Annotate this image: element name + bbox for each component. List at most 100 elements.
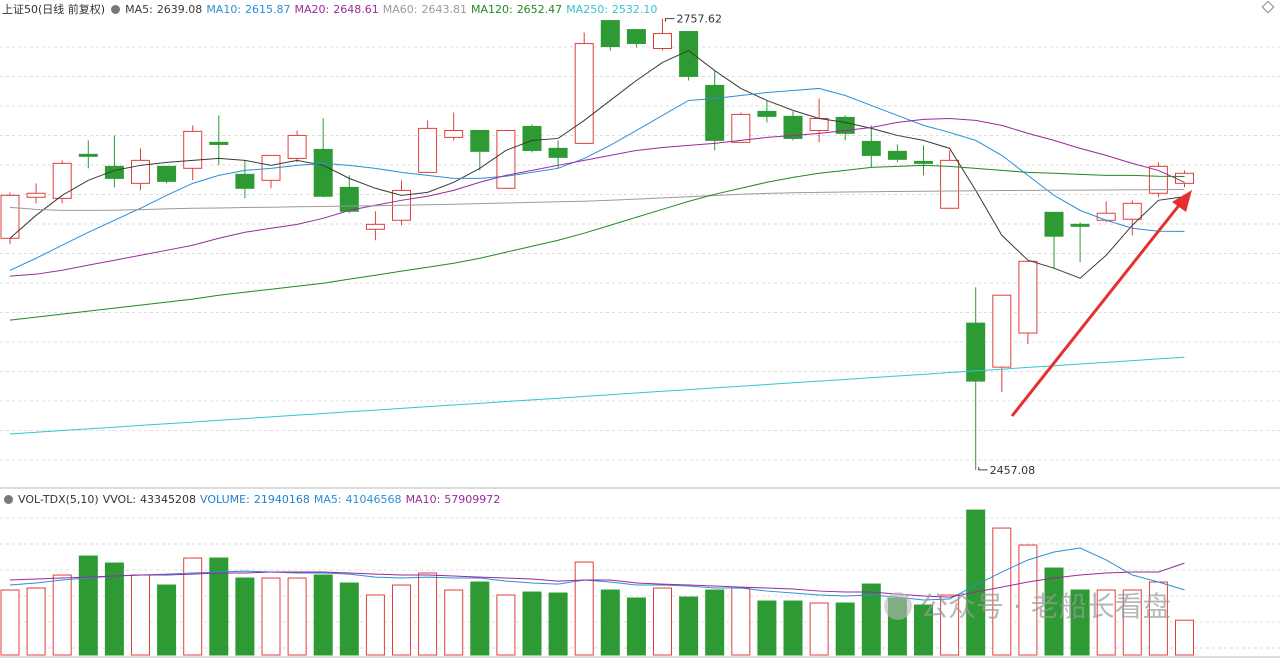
candle-body: [1044, 211, 1064, 237]
volume-bar: [418, 572, 438, 656]
volume-bar: [78, 555, 98, 656]
candle-body: [496, 129, 516, 189]
candle-body: [418, 127, 438, 173]
volume-bar: [52, 574, 72, 656]
legend-name: MA5:: [125, 2, 153, 16]
volume-bar: [261, 577, 281, 656]
ma-line: [9, 117, 1185, 277]
volume-bar: [313, 574, 333, 656]
candle-body: [365, 223, 385, 230]
candle-body: [470, 129, 490, 152]
volume-bar: [183, 557, 203, 656]
candle-body: [940, 159, 960, 209]
header-icon[interactable]: [111, 4, 121, 14]
candle-body: [287, 134, 307, 159]
volume-bar: [339, 582, 359, 656]
volume-bar: [0, 589, 20, 656]
low-label: 2457.08: [990, 464, 1035, 477]
legend-value: 2652.47: [516, 2, 563, 16]
candle-body: [914, 160, 933, 164]
candle-body: [887, 150, 907, 160]
price-header: 上证50(日线 前复权) MA5: 2639.08 MA10: 2615.87 MA20:…: [2, 1, 661, 17]
volume-bar: [209, 557, 229, 656]
volume-bar: [287, 577, 307, 656]
volume-bar: [104, 562, 124, 656]
candle-body: [0, 194, 20, 239]
watermark: 公众号 · 老船长看盘: [920, 590, 1171, 623]
candle-body: [992, 294, 1012, 368]
legend-value: 41046568: [345, 493, 402, 506]
legend-value: 2639.08: [156, 2, 203, 16]
volume-bar: [1175, 619, 1194, 656]
volume-bar: [783, 600, 803, 656]
ma-line: [9, 50, 1185, 279]
candle-body: [183, 130, 203, 169]
volume-bar: [940, 594, 960, 656]
legend-value: 2648.61: [333, 2, 379, 16]
candle-body: [52, 162, 72, 199]
volume-bar: [522, 591, 542, 656]
volume-bar: [679, 596, 699, 656]
legend-name: MA10:: [206, 2, 242, 16]
candle-body: [313, 148, 333, 197]
volume-header: VOL-TDX(5,10) VVOL: 43345208 VOLUME: 2194016…: [2, 493, 504, 506]
arrow: [1010, 203, 1182, 417]
volume-name: VOLUME:: [200, 493, 250, 506]
candle-body: [522, 125, 542, 151]
high-label: 2757.62: [677, 13, 723, 26]
candle-body: [26, 192, 46, 198]
volume-bar: [914, 604, 933, 656]
volume-ma-line: [9, 562, 1185, 598]
volume-bar: [365, 594, 385, 656]
candle-body: [1018, 260, 1038, 334]
candle-body: [1122, 202, 1142, 220]
candle-body: [209, 141, 229, 145]
legend-value: 57909972: [444, 493, 501, 506]
volume-bar: [835, 602, 855, 656]
volume-bar: [392, 584, 411, 656]
arrow-head: [1172, 190, 1192, 212]
chart-title: VOL-TDX(5,10): [18, 493, 99, 506]
volume-bar: [653, 587, 672, 656]
volume-bar: [574, 561, 594, 656]
ma-line: [9, 164, 1185, 321]
volume-bar: [966, 509, 986, 656]
marks: 2757.62 2457.08: [0, 13, 1194, 656]
candle-body: [444, 129, 464, 138]
volume-bar: [548, 592, 568, 656]
vvol-value: 43345208: [140, 493, 197, 506]
volume-bar: [992, 527, 1012, 656]
volume-bar: [131, 574, 150, 656]
volume-bar: [600, 589, 620, 656]
candle-body: [600, 20, 620, 48]
candle-body: [235, 173, 255, 189]
legend-value: 2532.10: [611, 2, 658, 16]
candle-body: [157, 165, 177, 182]
volume-bar: [1122, 589, 1142, 656]
legend-value: 2643.81: [421, 2, 467, 16]
candle-body: [339, 186, 359, 212]
ma-line: [9, 87, 1185, 271]
candle-body: [783, 115, 803, 139]
high-leader: [665, 18, 675, 22]
legend-value: 2615.87: [245, 2, 291, 16]
volume-bar: [731, 587, 751, 656]
ma-line: [9, 356, 1185, 435]
watermark-icon: [884, 592, 912, 620]
header-icon[interactable]: [4, 495, 13, 504]
candle-body: [966, 322, 986, 382]
legend-name: MA5:: [313, 493, 342, 506]
chart-title: 上证50(日线 前复权): [2, 3, 106, 16]
candle-body: [626, 29, 646, 45]
volume-bar: [157, 584, 177, 656]
candle-body: [1096, 212, 1116, 221]
corner-icon[interactable]: [1261, 0, 1275, 14]
candle-body: [679, 31, 699, 77]
vvol-name: VVOL:: [102, 493, 137, 506]
candle-body: [574, 43, 594, 144]
volume-bar: [1018, 544, 1038, 656]
volume-bar: [444, 589, 464, 656]
candle-body: [731, 113, 751, 143]
